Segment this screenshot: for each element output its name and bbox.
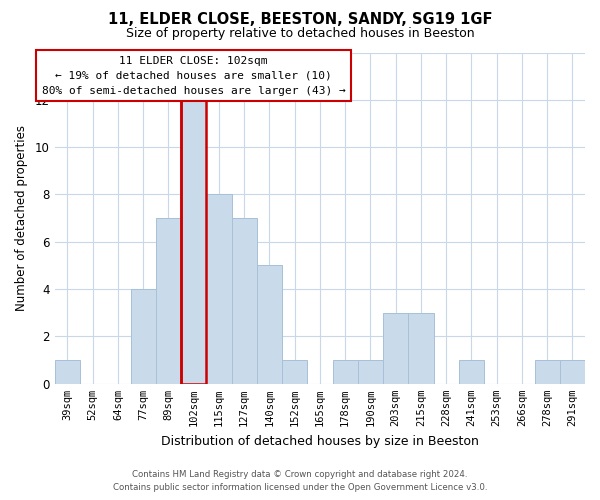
Bar [181, 100, 206, 384]
Bar [181, 100, 206, 384]
Text: 11, ELDER CLOSE, BEESTON, SANDY, SG19 1GF: 11, ELDER CLOSE, BEESTON, SANDY, SG19 1G… [108, 12, 492, 28]
Bar [383, 313, 408, 384]
Bar [282, 360, 307, 384]
Bar [560, 360, 585, 384]
Bar [131, 289, 156, 384]
Bar [459, 360, 484, 384]
Bar [257, 266, 282, 384]
Bar [332, 360, 358, 384]
Text: 11 ELDER CLOSE: 102sqm
← 19% of detached houses are smaller (10)
80% of semi-det: 11 ELDER CLOSE: 102sqm ← 19% of detached… [42, 56, 346, 96]
Text: Contains HM Land Registry data © Crown copyright and database right 2024.
Contai: Contains HM Land Registry data © Crown c… [113, 470, 487, 492]
Y-axis label: Number of detached properties: Number of detached properties [15, 125, 28, 311]
Bar [206, 194, 232, 384]
Bar [358, 360, 383, 384]
Bar [156, 218, 181, 384]
X-axis label: Distribution of detached houses by size in Beeston: Distribution of detached houses by size … [161, 434, 479, 448]
Bar [232, 218, 257, 384]
Text: Size of property relative to detached houses in Beeston: Size of property relative to detached ho… [125, 26, 475, 40]
Bar [535, 360, 560, 384]
Bar [55, 360, 80, 384]
Bar [408, 313, 434, 384]
